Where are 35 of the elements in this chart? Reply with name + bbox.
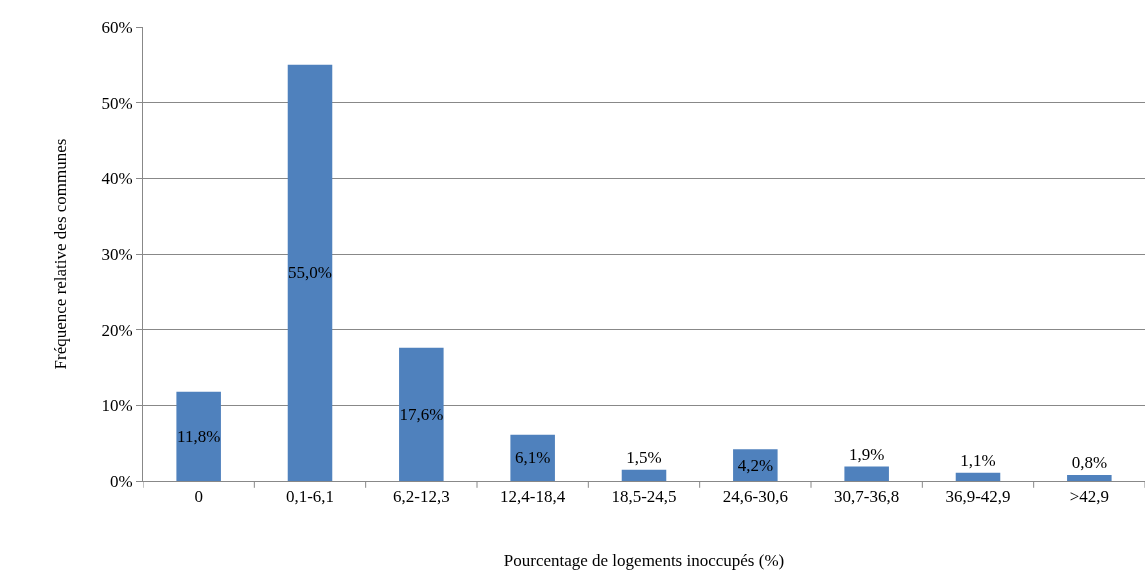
- data-label: 4,2%: [737, 455, 774, 475]
- x-tick-label: 0,1-6,1: [285, 487, 335, 507]
- data-label: 1,9%: [848, 444, 885, 464]
- y-tick-label: 60%: [101, 17, 133, 37]
- data-label: 11,8%: [177, 426, 221, 446]
- y-axis-title: Fréquence relative des communes: [50, 138, 70, 370]
- x-tick-label: 18,5-24,5: [611, 487, 677, 507]
- data-label: 0,8%: [1071, 452, 1108, 472]
- bar: [1067, 474, 1112, 481]
- x-tick-label: 6,2-12,3: [392, 487, 450, 507]
- bar: [176, 391, 221, 481]
- y-tick-label: 0%: [109, 471, 133, 491]
- y-tick-label: 40%: [101, 169, 133, 189]
- bar: [399, 347, 444, 481]
- x-axis-title: Pourcentage de logements inoccupés (%): [503, 550, 785, 570]
- data-label: 17,6%: [399, 404, 444, 424]
- y-tick-label: 20%: [101, 320, 133, 340]
- x-tick-label: 24,6-30,6: [722, 487, 788, 507]
- bar: [955, 472, 1001, 481]
- bar: [844, 466, 889, 481]
- data-label: 1,1%: [960, 450, 996, 470]
- data-label: 6,1%: [514, 448, 551, 468]
- y-tick-label: 50%: [101, 93, 133, 113]
- x-tick-label: >42,9: [1069, 487, 1109, 507]
- data-label: 1,5%: [626, 447, 662, 467]
- bar: [621, 469, 667, 481]
- x-tick-label: 36,9-42,9: [945, 487, 1011, 507]
- x-tick-label: 12,4-18,4: [500, 487, 566, 507]
- x-tick-label: 0: [194, 487, 203, 507]
- data-label: 55,0%: [288, 263, 332, 283]
- x-tick-label: 30,7-36,8: [834, 487, 900, 507]
- y-tick-label: 10%: [101, 396, 133, 416]
- y-tick-label: 30%: [101, 244, 133, 264]
- bar: [510, 434, 555, 481]
- bar: [287, 64, 333, 481]
